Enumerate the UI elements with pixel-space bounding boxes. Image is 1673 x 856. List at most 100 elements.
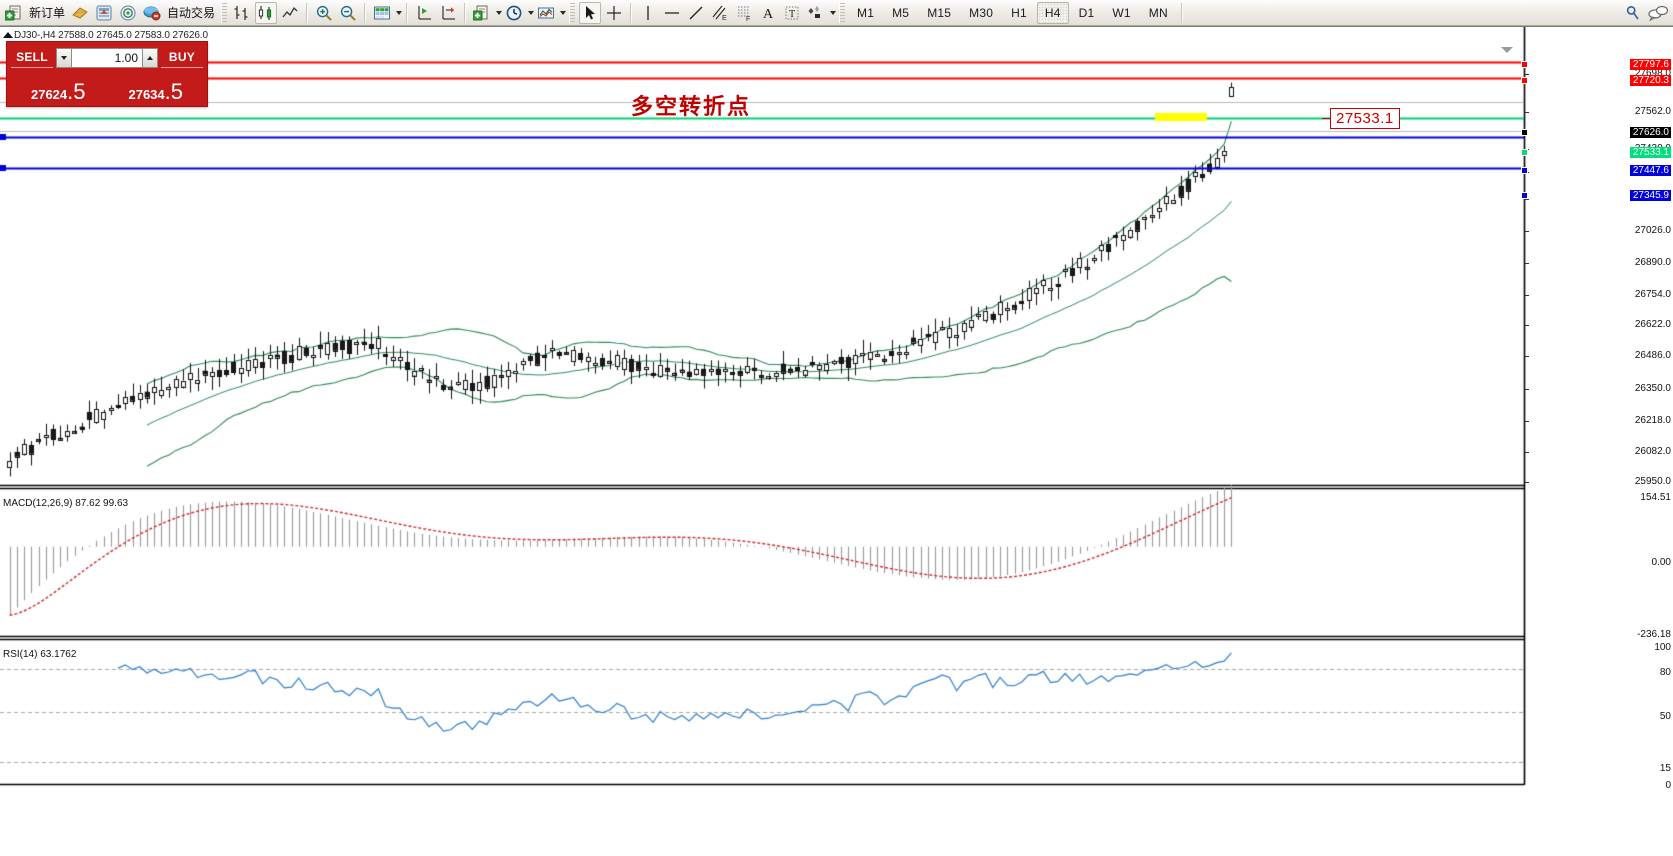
crosshair-icon[interactable] (603, 2, 625, 24)
annotation-level-tick (1322, 118, 1331, 119)
new-order-label[interactable]: 新订单 (29, 6, 66, 20)
templates-chevron-down-icon[interactable] (496, 10, 503, 15)
buy-price[interactable]: 27634 .5 (108, 70, 203, 104)
price-tick-label: 27698.0 (1634, 68, 1671, 79)
price-level-handle[interactable] (1521, 129, 1528, 136)
price-tick-mark (1525, 263, 1529, 264)
price-level-tag[interactable]: 27720.3 (1629, 75, 1671, 86)
price-level-tag[interactable]: 27533.1 (1629, 147, 1671, 158)
new-order-icon[interactable] (3, 2, 25, 24)
sell-price-integer: 27624 (30, 87, 68, 102)
timeframe-m5[interactable]: M5 (892, 5, 910, 20)
zoom-in-icon[interactable] (313, 2, 335, 24)
timeframe-m15[interactable]: M15 (927, 5, 952, 20)
sell-price[interactable]: 27624 .5 (11, 70, 106, 103)
chart-title: DJ30-,H4 27588.0 27645.0 27583.0 27626.0 (14, 30, 208, 41)
one-click-trading-panel[interactable]: SELL 1.00 BUY 27624 .5 (6, 41, 208, 107)
price-tick-mark (1525, 231, 1529, 232)
autotrade-label[interactable]: 自动交易 (167, 6, 216, 20)
svg-text:A: A (763, 7, 774, 22)
price-level-handle[interactable] (1521, 77, 1528, 84)
timeframe-m1[interactable]: M1 (857, 5, 875, 20)
price-level-handle[interactable] (1521, 61, 1528, 68)
price-tick-label: 26890.0 (1634, 257, 1671, 268)
grid-table-icon[interactable] (371, 2, 393, 24)
price-level-handle[interactable] (1521, 192, 1528, 199)
rsi-level-80: 80 (1659, 667, 1671, 678)
zoom-out-icon[interactable] (337, 2, 359, 24)
templates-icon[interactable] (471, 2, 493, 24)
timeframe-h1[interactable]: H1 (1011, 5, 1027, 20)
price-level-tag[interactable]: 27797.6 (1629, 59, 1671, 70)
toolbar-separator (306, 2, 309, 23)
indicators-chevron-down-icon[interactable] (560, 10, 567, 15)
timeframe-h4[interactable]: H4 (1036, 1, 1069, 24)
price-tick-mark (1525, 482, 1529, 483)
trendline-icon[interactable] (685, 2, 707, 24)
navigator-icon[interactable] (117, 2, 139, 24)
candlestick-chart-icon[interactable] (255, 1, 278, 24)
expert-advisor-icon[interactable] (69, 2, 91, 24)
price-tick-label: 26622.0 (1634, 319, 1671, 330)
price-level-handle[interactable] (1521, 167, 1528, 174)
bar-chart-icon[interactable] (231, 2, 253, 24)
svg-text:E: E (722, 15, 727, 22)
timeframe-w1[interactable]: W1 (1112, 5, 1131, 20)
chart-area[interactable]: DJ30-,H4 27588.0 27645.0 27583.0 27626.0… (0, 26, 1673, 856)
chat-bubble-icon[interactable] (1646, 2, 1670, 24)
chart-canvas[interactable] (0, 27, 1673, 856)
price-level-tag[interactable]: 27345.9 (1629, 190, 1671, 201)
vertical-line-icon[interactable] (637, 2, 659, 24)
chart-shift-icon[interactable] (413, 2, 435, 24)
sell-button[interactable]: SELL (11, 47, 53, 68)
price-level-tag[interactable]: 27626.0 (1629, 127, 1671, 138)
grid-table-chevron-down-icon[interactable] (396, 10, 403, 15)
price-tick-label: 25950.0 (1634, 476, 1671, 487)
volume-decrease-button[interactable] (56, 47, 72, 68)
cursor-arrow-icon[interactable] (579, 1, 602, 24)
volume-input[interactable]: 1.00 (72, 47, 142, 68)
fibonacci-icon[interactable]: F (733, 2, 755, 24)
indicators-icon[interactable] (535, 2, 557, 24)
equidistant-channel-icon[interactable]: E (709, 2, 731, 24)
price-level-handle[interactable] (1521, 149, 1528, 156)
search-icon[interactable] (1622, 2, 1644, 24)
price-tick-mark (1525, 356, 1529, 357)
svg-text:F: F (746, 16, 750, 22)
toolbar-grip-3[interactable] (839, 2, 846, 23)
macd-scale-zero: 0.00 (1651, 557, 1671, 568)
volume-stepper[interactable]: 1.00 (56, 47, 158, 68)
price-tick-label: 26218.0 (1634, 415, 1671, 426)
toolbar-grip[interactable] (221, 2, 228, 23)
rsi-level-0: 0 (1665, 780, 1671, 791)
toolbar-grip-2[interactable] (569, 2, 576, 23)
arrows-shapes-icon[interactable] (805, 2, 827, 24)
chart-collapse-triangle-icon[interactable] (3, 32, 13, 38)
rsi-level-15: 15 (1659, 763, 1671, 774)
chart-scroll-marker-icon[interactable] (1501, 47, 1513, 53)
rsi-label: RSI(14) 63.1762 (3, 649, 77, 660)
timeframe-mn[interactable]: MN (1148, 5, 1168, 20)
shapes-chevron-down-icon[interactable] (830, 10, 837, 15)
period-chevron-down-icon[interactable] (528, 10, 535, 15)
data-window-icon[interactable] (93, 2, 115, 24)
terminal-icon[interactable] (141, 2, 163, 24)
toolbar-separator-4 (464, 2, 467, 23)
timeframe-d1[interactable]: D1 (1078, 5, 1095, 20)
line-chart-icon[interactable] (279, 2, 301, 24)
period-clock-icon[interactable] (503, 2, 525, 24)
auto-scroll-icon[interactable] (437, 2, 459, 24)
rsi-level-100: 100 (1654, 642, 1671, 653)
text-box-icon[interactable]: T (781, 2, 803, 24)
price-tick-label: 26486.0 (1634, 350, 1671, 361)
price-tick-label: 27562.0 (1634, 106, 1671, 117)
horizontal-line-icon[interactable] (661, 2, 683, 24)
price-level-tag[interactable]: 27447.6 (1629, 165, 1671, 176)
text-label-icon[interactable]: A (757, 2, 779, 24)
toolbar-separator-6 (1180, 2, 1183, 23)
buy-button[interactable]: BUY (161, 47, 203, 68)
timeframe-m30[interactable]: M30 (969, 5, 994, 20)
toolbar-separator-3 (406, 2, 409, 23)
volume-increase-button[interactable] (142, 47, 158, 68)
buy-price-fraction: .5 (164, 79, 183, 104)
